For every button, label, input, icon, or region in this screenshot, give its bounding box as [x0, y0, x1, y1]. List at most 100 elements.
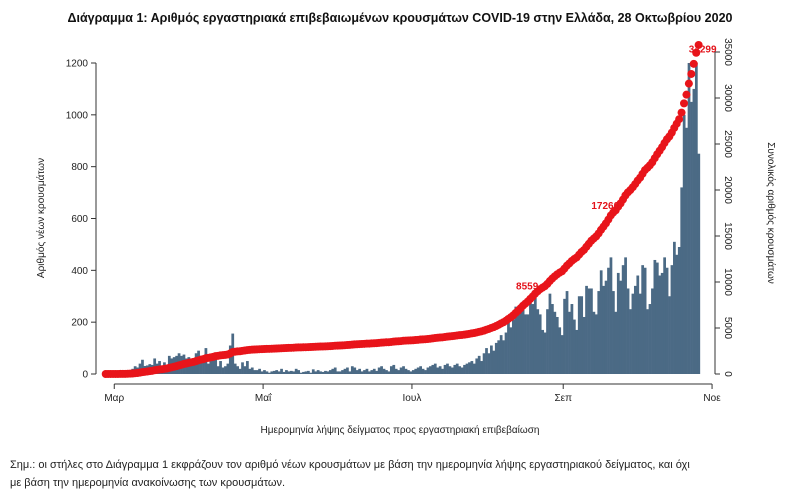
- bar: [399, 367, 403, 374]
- bar: [675, 254, 679, 374]
- y-right-tick-label: 0: [722, 371, 733, 377]
- bar: [409, 371, 413, 374]
- bar: [665, 267, 669, 374]
- x-tick-label: Μαΐ: [255, 392, 272, 404]
- bar: [643, 267, 647, 374]
- bar: [633, 285, 637, 374]
- x-tick-label: Νοε: [703, 393, 721, 404]
- bar: [594, 314, 598, 374]
- bar: [392, 364, 396, 374]
- bar: [519, 304, 523, 374]
- bar: [429, 366, 432, 374]
- y-right-tick-label: 30000: [722, 84, 733, 112]
- bar: [690, 101, 693, 374]
- bar: [482, 353, 486, 374]
- bar: [272, 370, 276, 374]
- bar: [472, 363, 476, 374]
- bar: [553, 311, 557, 374]
- bar: [265, 371, 269, 374]
- bar: [494, 342, 498, 374]
- bar: [646, 309, 649, 374]
- bar: [214, 353, 218, 374]
- cumulative-annotation: 34299: [689, 44, 717, 55]
- bar: [192, 361, 196, 374]
- bar: [487, 353, 491, 374]
- bar: [297, 370, 300, 374]
- bar: [524, 314, 527, 374]
- bar: [304, 371, 308, 374]
- y-right-tick-label: 20000: [722, 176, 733, 204]
- y-tick-label: 600: [71, 214, 88, 225]
- bar: [387, 371, 391, 374]
- bar: [221, 367, 225, 374]
- bar: [677, 247, 681, 374]
- bar: [607, 267, 610, 374]
- bar: [485, 348, 488, 374]
- bar: [614, 311, 618, 374]
- bar: [580, 296, 584, 374]
- bar: [685, 127, 688, 375]
- bar: [353, 367, 357, 374]
- bar: [311, 369, 315, 374]
- bar: [682, 114, 686, 374]
- bar: [602, 285, 605, 374]
- bar: [419, 366, 422, 374]
- bar: [275, 370, 279, 374]
- bar: [577, 296, 581, 374]
- bar: [250, 367, 254, 374]
- bar: [490, 345, 493, 374]
- y-right-tick-label: 15000: [722, 222, 733, 250]
- bar: [541, 329, 544, 374]
- bar: [565, 291, 569, 374]
- bar: [336, 371, 340, 374]
- bar: [411, 370, 415, 374]
- bar: [502, 340, 505, 374]
- bar: [653, 259, 657, 374]
- bar: [475, 358, 479, 374]
- bar: [326, 371, 330, 374]
- bar: [360, 371, 364, 374]
- bar: [209, 361, 213, 374]
- bar: [238, 368, 242, 374]
- bar: [468, 362, 471, 374]
- footnote-line-1: Σημ.: οι στήλες στο Διάγραμμα 1 εκφράζου…: [10, 459, 690, 471]
- bar: [450, 367, 454, 374]
- bar: [555, 316, 559, 374]
- bar: [289, 370, 293, 374]
- bar: [368, 371, 371, 374]
- bar: [582, 316, 586, 374]
- bar: [292, 371, 296, 374]
- bar: [587, 288, 591, 374]
- bar: [638, 293, 642, 374]
- cumulative-point: [692, 48, 701, 57]
- bar: [348, 371, 352, 374]
- bar: [363, 370, 366, 374]
- bar: [624, 257, 627, 374]
- bar: [641, 265, 645, 374]
- bar: [585, 285, 588, 374]
- bar: [285, 370, 288, 374]
- bar: [370, 370, 374, 374]
- bar: [389, 366, 393, 374]
- y-tick-label: 200: [71, 318, 88, 329]
- cumulative-annotation: 8559: [516, 281, 539, 292]
- bar: [424, 370, 427, 374]
- bar: [621, 265, 625, 374]
- bar: [516, 311, 520, 374]
- y-right-tick-label: 5000: [722, 317, 733, 340]
- bar: [438, 366, 442, 374]
- bar: [538, 314, 542, 374]
- bar: [233, 363, 237, 374]
- bar: [377, 367, 381, 374]
- bar: [570, 304, 574, 374]
- bar: [619, 280, 623, 374]
- bar: [694, 63, 698, 374]
- bar: [453, 364, 457, 374]
- bar: [477, 355, 481, 374]
- bar: [536, 309, 540, 374]
- bar: [277, 371, 281, 374]
- bar: [529, 301, 532, 374]
- bar: [651, 288, 654, 374]
- bar: [680, 187, 684, 374]
- bar: [421, 368, 425, 374]
